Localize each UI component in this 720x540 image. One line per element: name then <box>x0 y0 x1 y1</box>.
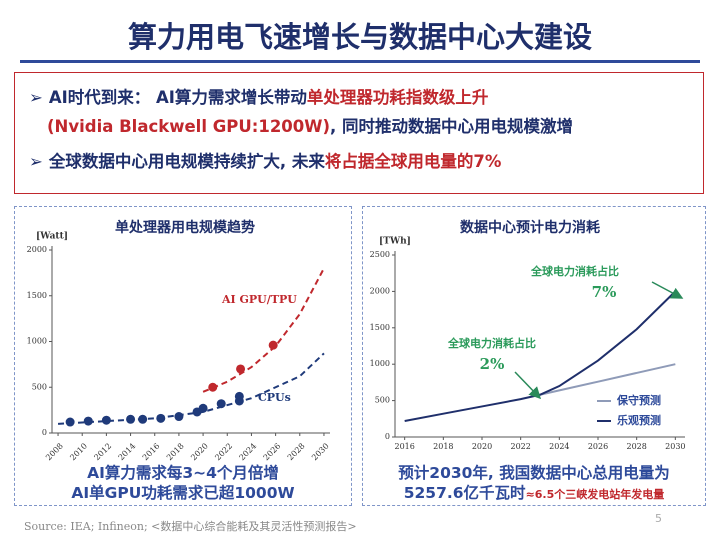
x-tick-label: 2026 <box>588 442 608 451</box>
annotation-arrow <box>514 371 542 400</box>
point <box>65 417 75 427</box>
annotation-value: 2% <box>480 355 505 373</box>
y-tick-label: 2500 <box>370 250 390 259</box>
y-tick-label: 1500 <box>27 291 47 300</box>
bullet-text: AI时代到来： AI算力需求增长带动 <box>48 88 307 107</box>
caption-part: 5257.6亿千瓦时 <box>403 484 526 502</box>
bullet-box: ➢ AI时代到来： AI算力需求增长带动单处理器功耗指数级上升 (Nvidia Bl… <box>14 72 704 194</box>
x-tick-label: 2008 <box>44 441 65 462</box>
bullet-text: 将占据全球用电量的7% <box>324 152 502 171</box>
x-tick-label: 2016 <box>394 442 414 451</box>
series-line <box>57 352 325 425</box>
point <box>234 391 244 401</box>
y-tick-label: 2000 <box>27 245 47 254</box>
y-tick-label: 1500 <box>370 323 390 332</box>
point <box>174 412 184 422</box>
point <box>216 399 226 409</box>
y-tick-label: 0 <box>42 428 47 437</box>
caption: 5257.6亿千瓦时≈6.5个三峡发电站年发电量 <box>363 483 705 505</box>
title-underline <box>20 60 700 63</box>
y-tick-label: 2000 <box>370 286 390 295</box>
x-tick-label: 2026 <box>262 441 283 462</box>
legend-label: 保守预测 <box>616 393 661 407</box>
bullet: ➢ 全球数据中心用电规模持续扩大, 未来将占据全球用电量的7% <box>29 147 689 176</box>
y-tick-label: 1000 <box>370 359 390 368</box>
bullet-marker: ➢ <box>29 88 43 107</box>
right-panel: 预计2030年, 我国数据中心总用电量为 5257.6亿千瓦时≈6.5个三峡发电… <box>362 206 706 506</box>
series-label: CPUs <box>258 391 291 404</box>
slide-title: 算力用电飞速增长与数据中心大建设 <box>127 20 592 54</box>
page-number: 5 <box>655 512 662 525</box>
x-tick-label: 2018 <box>165 441 186 462</box>
x-tick-label: 2030 <box>310 441 331 462</box>
series-line <box>539 363 676 396</box>
source: Source: IEA; Infineon; <数据中心综合能耗及其灵活性预测报… <box>24 520 357 533</box>
legend-label: 乐观预测 <box>617 413 661 427</box>
x-tick-label: 2016 <box>141 441 162 462</box>
x-tick-label: 2024 <box>238 441 259 462</box>
bullet-text: , 同时推动数据中心用电规模激增 <box>330 117 574 136</box>
y-tick-label: 1000 <box>27 337 47 346</box>
x-tick-label: 2030 <box>665 442 685 451</box>
x-tick-label: 2020 <box>189 441 210 462</box>
caption: AI算力需求每3~4个月倍增 <box>87 464 279 482</box>
y-tick-label: 500 <box>32 382 47 391</box>
series-line <box>202 267 325 393</box>
y-tick-label: 0 <box>385 432 390 441</box>
chart-title: 单处理器用电规模趋势 <box>115 219 255 236</box>
x-tick-label: 2010 <box>68 441 89 462</box>
y-tick-label: 500 <box>375 396 390 405</box>
x-tick-label: 2012 <box>92 441 113 462</box>
point <box>83 416 93 426</box>
annotation-arrow <box>651 281 684 299</box>
series-label: AI GPU/TPU <box>221 293 297 306</box>
x-tick-label: 2022 <box>510 442 530 451</box>
point <box>198 403 208 413</box>
bullet-marker: ➢ <box>29 152 43 171</box>
annotation: 全球电力消耗占比 <box>447 336 536 350</box>
y-unit: [TWh] <box>379 237 411 247</box>
caption: 预计2030年, 我国数据中心总用电量为 <box>398 464 670 482</box>
x-tick-label: 2028 <box>286 441 307 462</box>
y-unit: [Watt] <box>36 232 68 242</box>
annotation: 全球电力消耗占比 <box>530 264 619 278</box>
x-tick-label: 2022 <box>213 441 234 462</box>
bullet-text: (Nvidia Blackwell GPU:1200W) <box>47 117 331 136</box>
bullet-text: 单处理器功耗指数级上升 <box>306 88 489 107</box>
bullet-text: 全球数据中心用电规模持续扩大, 未来 <box>48 152 325 171</box>
x-tick-label: 2014 <box>117 441 138 462</box>
x-tick-label: 2020 <box>472 442 492 451</box>
left-panel: AI算力需求每3~4个月倍增 AI单GPU功耗需求已超1000W <box>14 206 352 506</box>
annotation-value: 7% <box>592 283 617 301</box>
chart-title: 数据中心预计电力消耗 <box>460 219 600 236</box>
bullet: ➢ AI时代到来： AI算力需求增长带动单处理器功耗指数级上升 (Nvidia Bl… <box>29 83 689 141</box>
x-tick-label: 2024 <box>549 442 569 451</box>
caption: AI单GPU功耗需求已超1000W <box>71 484 295 502</box>
point <box>101 415 111 425</box>
caption-part: ≈6.5个三峡发电站年发电量 <box>525 488 665 501</box>
x-tick-label: 2028 <box>626 442 646 451</box>
x-tick-label: 2018 <box>433 442 453 451</box>
